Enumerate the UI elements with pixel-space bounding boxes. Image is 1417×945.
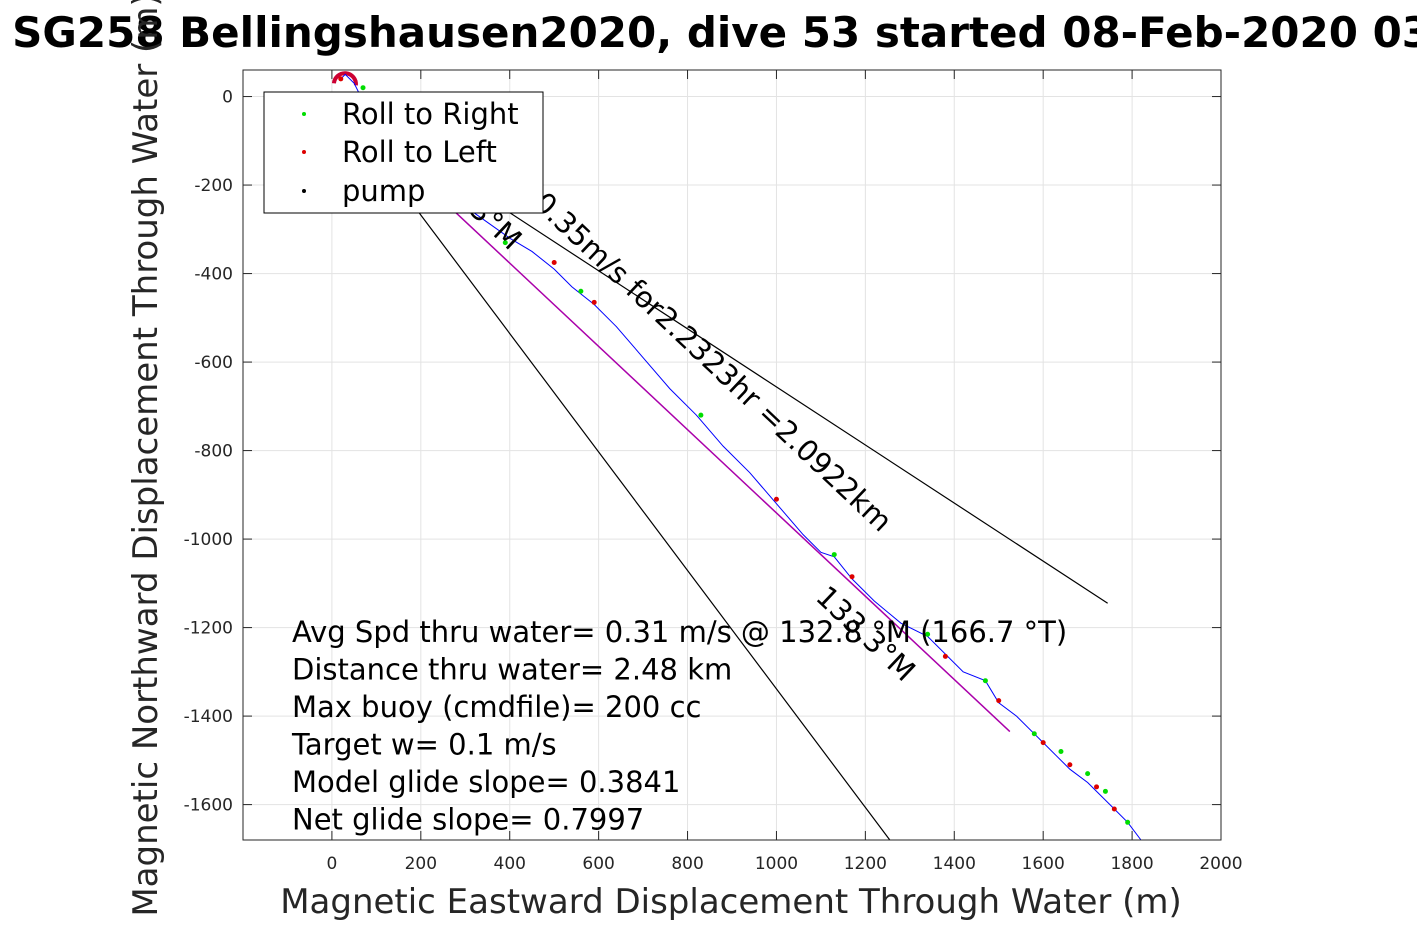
x-tick-label: 1800 — [1110, 854, 1153, 874]
roll-left-point — [1040, 740, 1046, 746]
x-axis: 0 200 400 600 800 1000 1200 1400 1600 1800 2000 — [326, 70, 1243, 874]
roll-left-point — [773, 496, 779, 502]
stat-line: Target w= 0.1 m/s — [291, 728, 557, 762]
roll-right-point — [698, 412, 704, 418]
roll-right-point — [360, 85, 366, 91]
stat-line: Net glide slope= 0.7997 — [292, 803, 644, 837]
legend-marker — [302, 112, 306, 116]
legend-label: Roll to Right — [342, 97, 519, 131]
x-tick-label: 800 — [671, 854, 703, 874]
y-tick-label: -800 — [194, 442, 233, 462]
roll-left-point — [591, 299, 597, 305]
roll-left-point — [942, 653, 948, 659]
bearing-line-1 — [331, 96, 891, 840]
roll-right-point — [831, 552, 837, 558]
y-tick-label: -600 — [194, 353, 233, 373]
roll-right-point — [1102, 788, 1108, 794]
x-tick-label: 1200 — [844, 854, 887, 874]
x-tick-label: 0 — [326, 854, 337, 874]
surface-loop — [331, 71, 358, 86]
x-tick-label: 200 — [405, 854, 437, 874]
y-tick-label: 0 — [222, 88, 233, 108]
stat-line: Distance thru water= 2.48 km — [292, 653, 732, 687]
legend: Roll to Right Roll to Left pump — [263, 91, 544, 214]
x-tick-label: 400 — [494, 854, 526, 874]
roll-left-point — [996, 698, 1002, 704]
y-axis-label: Magnetic Northward Displacement Through … — [126, 0, 166, 917]
x-tick-label: 1600 — [1022, 854, 1065, 874]
roll-right-point — [1125, 819, 1131, 825]
legend-label: Roll to Left — [342, 135, 497, 169]
legend-marker — [302, 150, 306, 154]
roll-right-point — [1085, 771, 1091, 777]
x-axis-label: Magnetic Eastward Displacement Through W… — [280, 882, 1182, 922]
roll-right-point — [925, 631, 931, 637]
roll-left-point — [1111, 806, 1117, 812]
x-tick-label: 1000 — [755, 854, 798, 874]
legend-box — [263, 91, 544, 214]
legend-label: pump — [342, 174, 425, 208]
x-tick-label: 2000 — [1199, 854, 1242, 874]
stats-block: Avg Spd thru water= 0.31 m/s @ 132.8 °M … — [291, 615, 1067, 837]
y-tick-label: -200 — [194, 176, 233, 196]
legend-marker — [302, 189, 306, 193]
axes-box — [242, 69, 1222, 841]
roll-left-point — [551, 260, 557, 265]
roll-left-point — [1067, 762, 1073, 768]
roll-right-point — [1031, 731, 1037, 737]
y-tick-label: -1400 — [184, 707, 233, 727]
roll-right-point — [578, 288, 584, 294]
stat-line: Avg Spd thru water= 0.31 m/s @ 132.8 °M … — [292, 615, 1067, 649]
chart-title: SG258 Bellingshausen2020, dive 53 starte… — [12, 8, 1417, 57]
y-tick-label: -1600 — [184, 796, 233, 816]
y-axis: 0 -200 -400 -600 -800 -1000 -1200 -1400 -1600 — [184, 88, 1221, 816]
roll-right-point — [502, 240, 508, 246]
stat-line: Max buoy (cmdfile)= 200 cc — [292, 690, 701, 724]
roll-right-point — [1058, 748, 1064, 754]
roll-left-point — [1094, 784, 1100, 790]
roll-left-point — [849, 574, 855, 580]
x-tick-label: 600 — [582, 854, 614, 874]
y-tick-label: -1200 — [184, 619, 233, 639]
y-tick-label: -1000 — [184, 530, 233, 550]
y-tick-label: -400 — [194, 265, 233, 285]
stat-line: Model glide slope= 0.3841 — [292, 765, 680, 799]
roll-right-point — [982, 678, 988, 684]
x-tick-label: 1400 — [933, 854, 976, 874]
roll-left-point — [338, 76, 344, 82]
